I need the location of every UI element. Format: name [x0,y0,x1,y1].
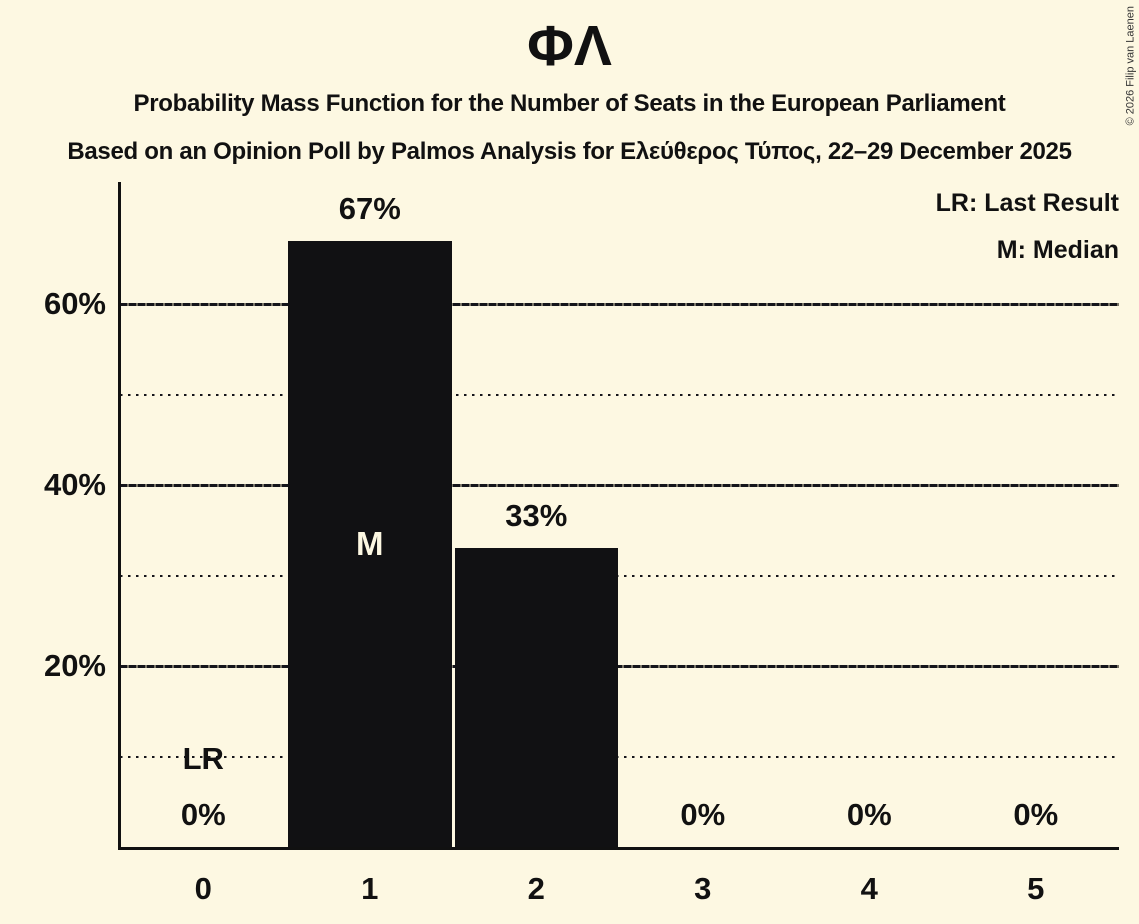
legend-item-median: M: Median [996,236,1119,264]
y-axis-tick-label-40: 40% [43,467,106,502]
gridline-solid-60pct [120,302,1119,306]
gridline-solid-20pct [120,664,1119,668]
gridline-dotted-10pct [120,755,1119,758]
x-axis-tick-label-5: 5 [1027,871,1045,906]
gridline-dotted-30pct [120,574,1119,577]
bar-value-label-1: 67% [338,190,401,226]
y-axis-line [118,182,121,850]
x-axis-tick-label-3: 3 [694,871,712,906]
bar-value-label-3: 0% [680,797,726,832]
chart-title: ΦΛ [527,14,612,78]
chart-subtitle-line2: Based on an Opinion Poll by Palmos Analy… [67,138,1072,165]
bar-value-label-0: 0% [180,797,226,832]
bar-value-label-2: 33% [505,498,568,534]
y-axis-tick-label-20: 20% [43,648,106,683]
annotation-last-result: LR [182,741,224,776]
bar-seats-2 [454,548,618,847]
legend: LR: Last Result M: Median [936,180,1119,274]
gridline-dotted-50pct [120,393,1119,396]
gridline-solid-40pct [120,483,1119,487]
x-axis-tick-label-4: 4 [860,871,878,906]
x-axis-tick-label-2: 2 [527,871,545,906]
bar-seats-1 [288,240,452,847]
legend-item-last-result: LR: Last Result [935,189,1119,217]
bar-value-label-5: 0% [1013,797,1059,832]
x-axis-line [118,847,1119,850]
x-axis-tick-label-0: 0 [194,871,212,906]
chart-subtitle-line1: Probability Mass Function for the Number… [133,90,1006,117]
annotation-median: M [356,524,384,562]
y-axis-tick-label-60: 60% [43,286,106,321]
bar-value-label-4: 0% [846,797,892,832]
x-axis-tick-label-1: 1 [361,871,379,906]
